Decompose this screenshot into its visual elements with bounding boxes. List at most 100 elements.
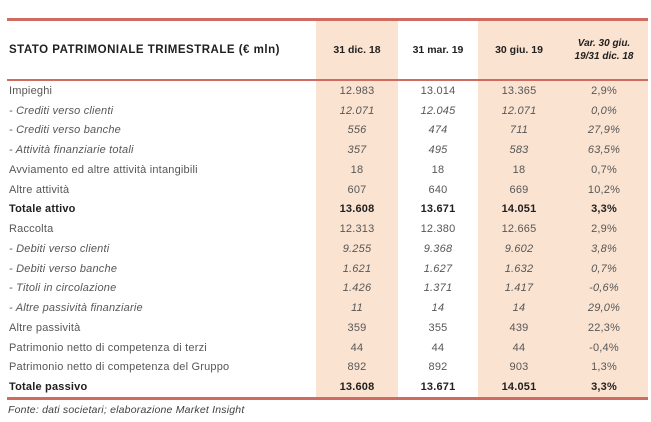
cell-value: 13.671 [420, 203, 456, 216]
cell-value: 474 [428, 124, 448, 137]
cell-value: 11 [316, 298, 398, 318]
row-label: Altre attività [9, 183, 70, 196]
cell-value: 355 [428, 321, 448, 334]
row-label: Totale attivo [9, 203, 76, 216]
table-row: Altre passività 359 355 439 22,3% [7, 318, 648, 338]
cell-value: 10,2% [560, 179, 648, 200]
cell-value: 669 [478, 179, 560, 200]
cell-value: 1.627 [423, 262, 453, 275]
cell-value: 13.608 [316, 377, 398, 397]
source-note: Fonte: dati societari; elaborazione Mark… [8, 404, 245, 416]
table-row: Patrimonio netto di competenza di terzi 4… [7, 337, 648, 358]
row-label: Avviamento ed altre attività intangibili [9, 163, 198, 176]
table-row: - Attività finanziarie totali 357 495 583 63… [7, 140, 648, 160]
table-row: - Crediti verso clienti 12.071 12.045 12.07… [7, 100, 648, 121]
cell-value: -0,4% [560, 337, 648, 358]
table-row: Impieghi 12.983 13.014 13.365 2,9% [7, 81, 648, 101]
cell-value: 13.014 [420, 84, 456, 97]
cell-value: 3,3% [560, 377, 648, 397]
cell-value: 44 [431, 341, 445, 354]
cell-value: 1.417 [478, 278, 560, 299]
cell-value: 14.051 [478, 199, 560, 220]
cell-value: -0,6% [560, 278, 648, 299]
column-header-variation: Var. 30 giu. 19/31 dic. 18 [560, 21, 648, 79]
table-row: - Altre passività finanziarie 11 14 14 29,0% [7, 298, 648, 318]
cell-value: 13.365 [478, 81, 560, 101]
cell-value: 29,0% [560, 298, 648, 318]
row-label: - Crediti verso clienti [9, 104, 114, 117]
cell-value: 14 [478, 298, 560, 318]
cell-value: 439 [478, 318, 560, 338]
cell-value: 892 [316, 357, 398, 378]
table-row: Totale attivo 13.608 13.671 14.051 3,3% [7, 199, 648, 220]
cell-value: 44 [316, 337, 398, 358]
cell-value: 357 [316, 140, 398, 160]
table-row: - Titoli in circolazione 1.426 1.371 1.417-… [7, 278, 648, 299]
row-label: - Crediti verso banche [9, 124, 122, 137]
cell-value: 9.368 [423, 242, 453, 255]
cell-value: 2,9% [560, 81, 648, 101]
row-label: Altre passività [9, 321, 81, 334]
table-title: STATO PATRIMONIALE TRIMESTRALE (€ mln) [9, 44, 280, 56]
cell-value: 9.602 [478, 239, 560, 259]
column-header-giu19: 30 giu. 19 [478, 21, 560, 79]
cell-value: 12.665 [478, 219, 560, 239]
cell-value: 27,9% [560, 120, 648, 141]
cell-value: 14.051 [478, 377, 560, 397]
cell-value: 3,8% [560, 239, 648, 259]
table-row: - Debiti verso clienti 9.255 9.368 9.602 3,8… [7, 239, 648, 259]
cell-value: 12.071 [316, 100, 398, 121]
cell-value: 13.671 [420, 381, 456, 394]
cell-value: 359 [316, 318, 398, 338]
cell-value: 12.983 [316, 81, 398, 101]
cell-value: 12.071 [478, 100, 560, 121]
row-label: - Altre passività finanziarie [9, 302, 143, 315]
cell-value: 2,9% [560, 219, 648, 239]
cell-value: 18 [316, 160, 398, 180]
cell-value: 63,5% [560, 140, 648, 160]
table-row: Raccolta 12.313 12.380 12.665 2,9% [7, 219, 648, 239]
row-label: Impieghi [9, 84, 53, 97]
table-header-row: STATO PATRIMONIALE TRIMESTRALE (€ mln) 3… [7, 21, 648, 81]
cell-value: 640 [428, 183, 448, 196]
table-row: Avviamento ed altre attività intangibili… [7, 160, 648, 180]
cell-value: 0,7% [560, 160, 648, 180]
row-label: Totale passivo [9, 381, 88, 394]
cell-value: 0,0% [560, 100, 648, 121]
row-label: - Titoli in circolazione [9, 282, 117, 295]
balance-sheet-table: STATO PATRIMONIALE TRIMESTRALE (€ mln) 3… [7, 18, 648, 400]
cell-value: 12.045 [420, 104, 456, 117]
table-row: Patrimonio netto di competenza del Grupp… [7, 357, 648, 378]
row-label: Patrimonio netto di competenza del Grupp… [9, 361, 230, 374]
row-label: Raccolta [9, 223, 54, 236]
cell-value: 1.426 [316, 278, 398, 299]
cell-value: 9.255 [316, 239, 398, 259]
table-row: - Debiti verso banche 1.621 1.627 1.632 0,7% [7, 258, 648, 279]
table-row: - Crediti verso banche 556 474 711 27,9% [7, 120, 648, 141]
cell-value: 12.313 [316, 219, 398, 239]
cell-value: 13.608 [316, 199, 398, 220]
cell-value: 556 [316, 120, 398, 141]
row-label: - Debiti verso banche [9, 262, 118, 275]
cell-value: 583 [478, 140, 560, 160]
cell-value: 18 [478, 160, 560, 180]
cell-value: 892 [428, 361, 448, 374]
cell-value: 1.371 [423, 282, 453, 295]
row-label: - Attività finanziarie totali [9, 144, 134, 157]
cell-value: 1.632 [478, 258, 560, 279]
cell-value: 495 [428, 144, 448, 157]
cell-value: 903 [478, 357, 560, 378]
column-header-mar19: 31 mar. 19 [412, 44, 464, 56]
cell-value: 18 [431, 163, 445, 176]
cell-value: 22,3% [560, 318, 648, 338]
row-label: - Debiti verso clienti [9, 242, 110, 255]
column-header-dec18: 31 dic. 18 [316, 21, 398, 79]
cell-value: 1,3% [560, 357, 648, 378]
cell-value: 12.380 [420, 223, 456, 236]
cell-value: 711 [478, 120, 560, 141]
cell-value: 1.621 [316, 258, 398, 279]
cell-value: 0,7% [560, 258, 648, 279]
cell-value: 44 [478, 337, 560, 358]
cell-value: 607 [316, 179, 398, 200]
